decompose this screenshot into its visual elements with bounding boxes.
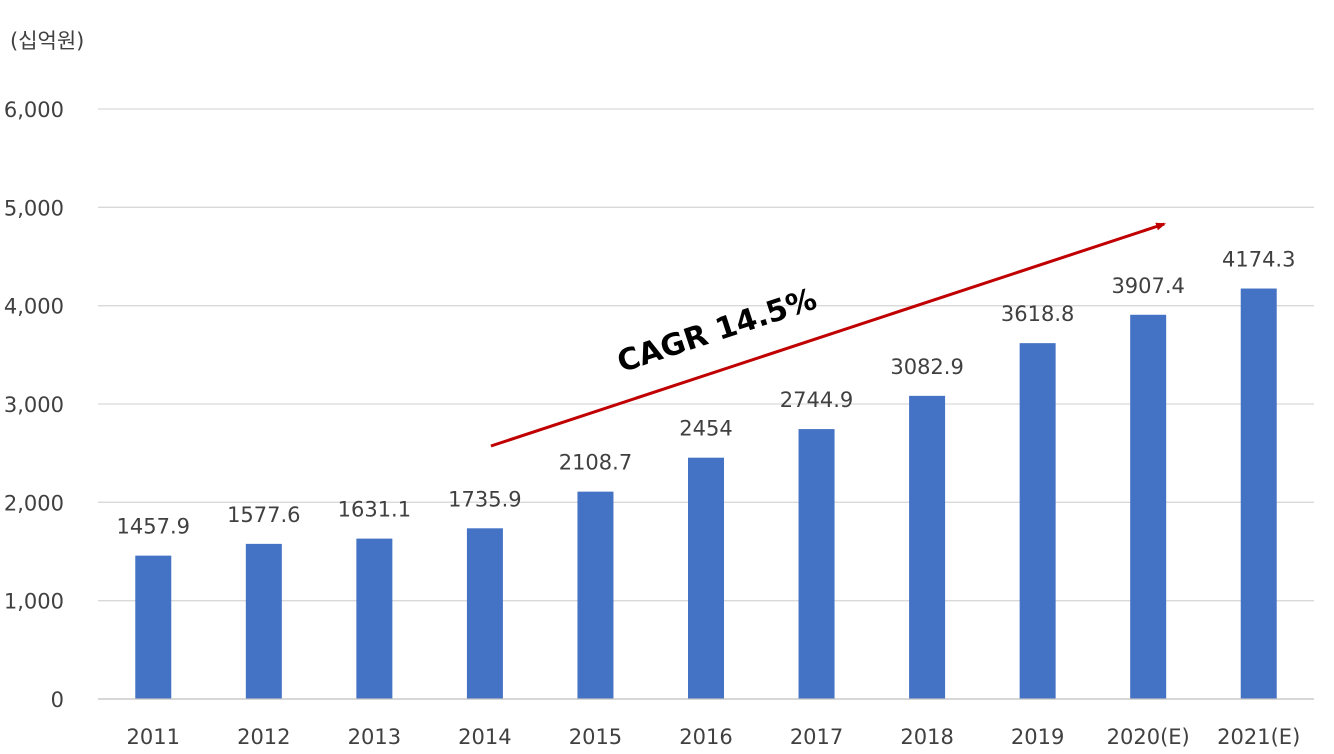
x-tick-label: 2014 <box>458 725 511 749</box>
data-label: 2108.7 <box>559 451 632 475</box>
y-tick-label: 1,000 <box>4 590 64 614</box>
y-tick-label: 3,000 <box>4 393 64 417</box>
bar <box>245 543 282 699</box>
data-label: 1631.1 <box>338 498 411 522</box>
data-label: 1457.9 <box>117 515 190 539</box>
y-axis-ticks: 0 1,000 2,000 3,000 4,000 5,000 6,000 <box>4 98 64 712</box>
bar <box>798 429 835 699</box>
bar <box>356 538 393 699</box>
x-tick-label: 2021(E) <box>1217 725 1300 749</box>
y-tick-label: 2,000 <box>4 491 64 515</box>
bar <box>577 491 614 699</box>
x-tick-label: 2020(E) <box>1107 725 1190 749</box>
bar <box>1019 343 1056 699</box>
x-tick-label: 2019 <box>1011 725 1064 749</box>
x-tick-label: 2012 <box>237 725 290 749</box>
bar <box>466 528 503 699</box>
bar <box>909 395 946 699</box>
x-tick-label: 2015 <box>569 725 622 749</box>
bars <box>135 288 1277 699</box>
y-axis-unit-label: (십억원) <box>10 29 84 53</box>
bar <box>1130 314 1167 699</box>
data-label: 1735.9 <box>448 487 521 511</box>
y-tick-label: 6,000 <box>4 98 64 122</box>
bar <box>1240 288 1277 699</box>
data-label: 2744.9 <box>780 388 853 412</box>
data-labels: 1457.9 1577.6 1631.1 1735.9 2108.7 2454 2744.9… <box>117 248 1296 539</box>
x-axis-labels: 2011 2012 2013 2014 2015 2016 2017 2018 2019 2020… <box>127 725 1301 749</box>
cagr-label: CAGR 14.5% <box>613 282 821 380</box>
x-tick-label: 2018 <box>900 725 953 749</box>
data-label: 3082.9 <box>890 355 963 379</box>
y-tick-label: 4,000 <box>4 295 64 319</box>
data-label: 3618.8 <box>1001 302 1074 326</box>
y-tick-label: 0 <box>51 688 64 712</box>
cagr-annotation: CAGR 14.5% <box>490 222 1167 448</box>
x-tick-label: 2017 <box>790 725 843 749</box>
x-tick-label: 2011 <box>127 725 180 749</box>
data-label: 1577.6 <box>227 503 300 527</box>
bar <box>688 457 724 699</box>
data-label: 2454 <box>679 417 732 441</box>
bar <box>135 555 172 699</box>
x-tick-label: 2016 <box>679 725 732 749</box>
data-label: 4174.3 <box>1222 248 1295 272</box>
y-tick-label: 5,000 <box>4 196 64 220</box>
cagr-arrow <box>490 222 1167 448</box>
x-tick-label: 2013 <box>348 725 401 749</box>
data-label: 3907.4 <box>1111 274 1184 298</box>
gridlines <box>98 108 1314 602</box>
